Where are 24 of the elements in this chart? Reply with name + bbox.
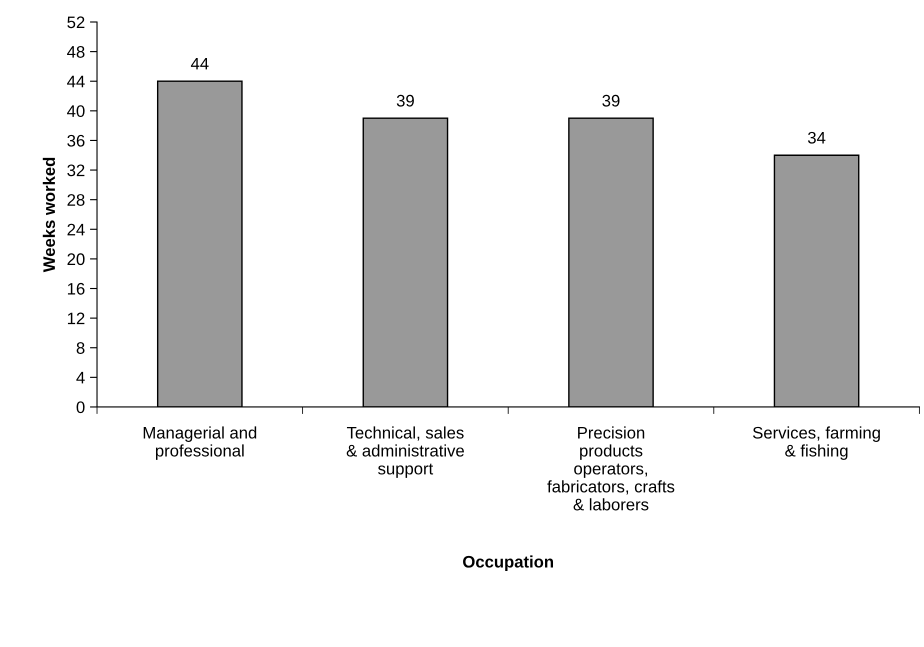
y-tick-label: 8 xyxy=(76,342,84,354)
x-axis-title: Occupation xyxy=(463,555,554,571)
y-tick-label: 52 xyxy=(67,16,84,28)
x-tick-label: Technical, sales & administrative support xyxy=(346,426,464,478)
y-tick-label: 12 xyxy=(68,312,84,324)
y-tick-label: 40 xyxy=(67,105,85,118)
y-tick-label: 20 xyxy=(68,253,85,266)
x-tick-label: Services, farming & fishing xyxy=(752,426,880,460)
y-tick-label: 24 xyxy=(68,224,85,236)
y-tick-label: 4 xyxy=(76,372,85,384)
data-label: 44 xyxy=(190,58,209,70)
y-tick-label: 44 xyxy=(67,76,85,88)
y-tick-label: 36 xyxy=(67,134,84,147)
x-tick-label: Precision products operators, fabricators, crafts & laborers xyxy=(547,426,674,510)
y-tick-label: 16 xyxy=(68,282,84,295)
y-tick-label: 32 xyxy=(67,164,84,176)
y-axis-title: Weeks worked xyxy=(42,158,56,272)
data-label: 34 xyxy=(808,132,826,144)
data-label: 39 xyxy=(396,94,414,107)
x-tick-label: Managerial and professional xyxy=(144,426,256,460)
y-tick-label: 48 xyxy=(67,46,84,58)
y-tick-label: 28 xyxy=(68,194,84,206)
y-tick-label: 0 xyxy=(76,401,85,414)
data-label: 39 xyxy=(602,94,620,107)
